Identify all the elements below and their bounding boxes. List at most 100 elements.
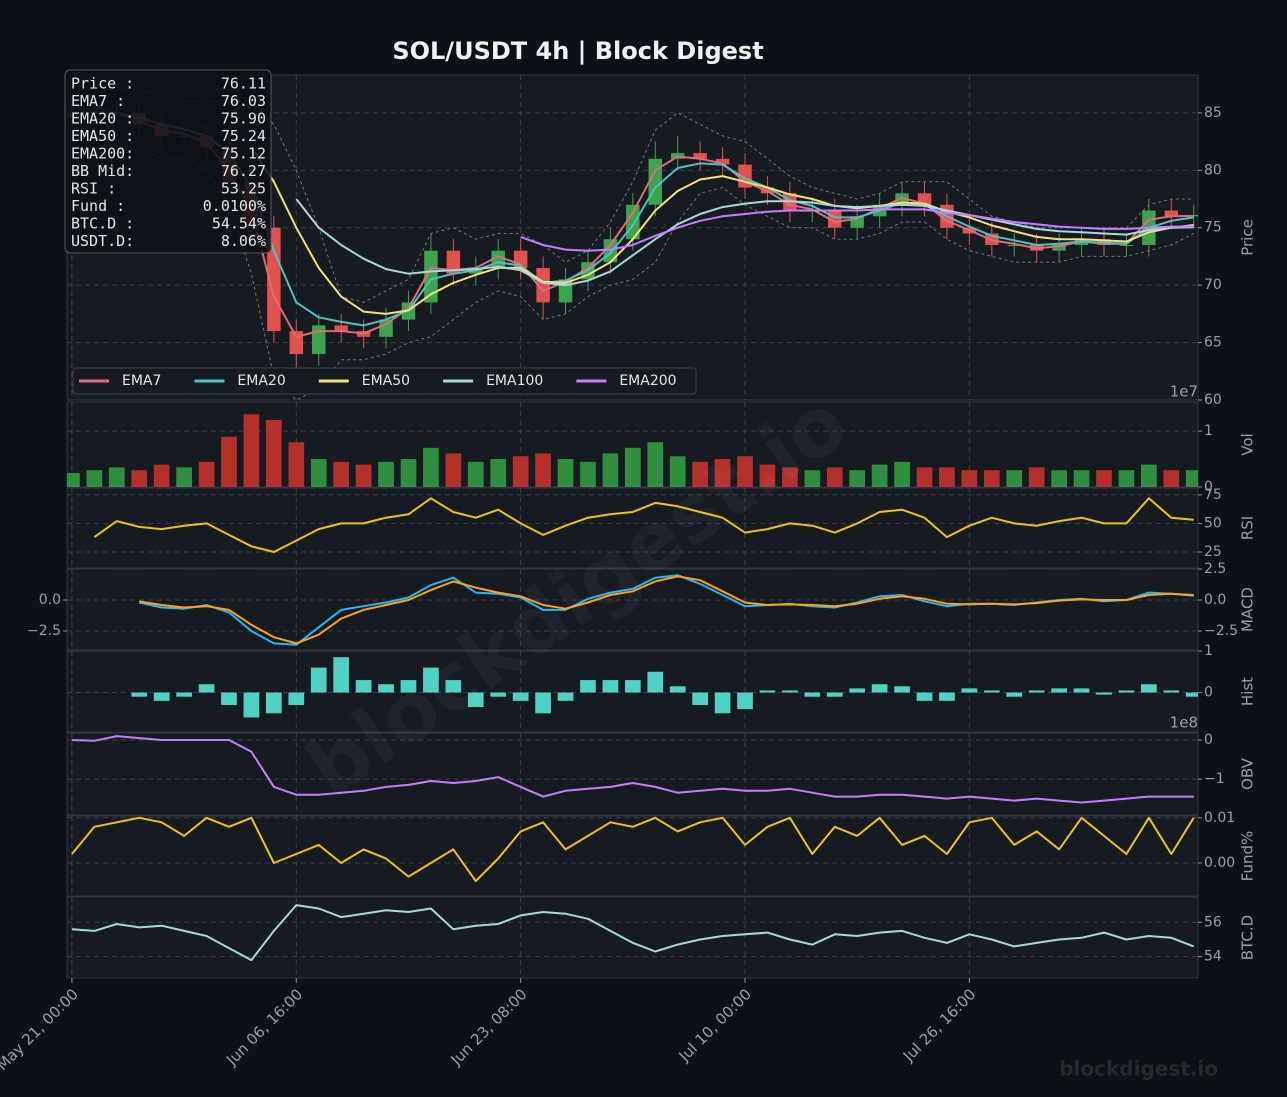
info-value: 75.12 [221,145,266,163]
legend-label: EMA100 [486,373,543,389]
panel [66,896,1199,979]
bar [737,456,753,487]
bar [310,667,327,693]
bar [871,464,888,487]
bar [624,680,641,693]
bar [423,447,439,487]
panel [66,487,1199,569]
y-tick-label: 25 [1204,544,1222,560]
y-tick-label: 1 [1204,643,1213,659]
bar [131,692,148,697]
bar [1118,470,1135,487]
bar [266,419,282,487]
bar [467,692,484,708]
line [71,735,1194,804]
bar [714,692,731,714]
bar [1163,470,1180,487]
bar [826,692,843,697]
candle-body [715,158,730,165]
line [93,497,1194,553]
info-label: EMA7 : [71,92,125,110]
bar [490,459,507,487]
info-label: BB Mid: [71,162,134,180]
bar [1185,692,1198,697]
bar [400,459,417,487]
bar [647,442,664,487]
bar [467,461,484,487]
bar [355,464,372,487]
panel-plot [67,488,1198,568]
bar [1073,470,1090,487]
bar [198,461,215,487]
y-axis-label: Vol [1239,433,1257,455]
info-value: 8.06% [221,232,266,250]
bar [355,680,372,693]
line [71,816,1195,883]
candle-body [985,233,999,245]
bar [1028,467,1045,487]
y-tick-label: 75 [1204,487,1222,503]
bar [983,470,1000,487]
bar [512,692,529,701]
bar [939,692,955,701]
bar [602,680,619,693]
offset-label: 1e8 [1170,714,1198,732]
y-tick-label: 0.0 [39,592,61,608]
panel [66,732,1199,816]
info-value: 76.03 [221,92,266,110]
line [139,575,1194,645]
bar [445,453,462,487]
info-label: EMA20 : [71,110,134,128]
candle-body [693,153,707,159]
info-value: 75.24 [221,127,266,145]
bar [580,461,596,487]
bar [108,467,125,487]
bar [916,692,933,701]
y-tick-label: 0 [1204,685,1213,701]
bar [602,453,619,487]
bar [333,657,350,693]
y-tick-label: 0.01 [1204,810,1235,826]
bar [535,692,551,714]
bar [1096,470,1112,487]
panel [66,815,1199,897]
info-value: 0.0100% [203,197,266,215]
info-label: EMA50 : [71,127,134,145]
bar [1141,464,1157,487]
bar [1141,684,1157,693]
candle-body [1119,244,1134,246]
bar [669,686,686,693]
candle-body [850,216,864,228]
bar [266,692,282,714]
bar [782,467,798,487]
bar [512,456,529,487]
bar [782,690,798,693]
bar [288,692,305,705]
info-box [64,69,272,254]
y-tick-label: 0 [1204,732,1213,748]
bar [1006,692,1023,697]
legend [72,367,697,395]
line [520,208,1194,252]
line [295,198,1194,287]
candle-body [917,193,932,205]
y-tick-label: 54 [1204,949,1222,965]
candle-body [424,250,438,303]
y-tick-label: 2.5 [1204,561,1226,577]
y-tick-label: 75 [1204,220,1222,236]
watermark-footer: blockdigest.io [1059,1057,1218,1081]
bar [1073,688,1090,693]
candle-body [334,325,348,332]
candle-body [379,319,393,337]
bar [714,459,731,487]
candle-body [289,331,304,355]
info-label: USDT.D: [71,232,134,250]
bar [1118,690,1135,693]
info-label: EMA200: [71,145,134,163]
bar [557,459,574,487]
info-label: Fund : [71,197,125,215]
legend-label: EMA200 [619,373,676,389]
legend-label: EMA7 [122,373,161,389]
bar [894,461,910,487]
bar [1051,470,1067,487]
